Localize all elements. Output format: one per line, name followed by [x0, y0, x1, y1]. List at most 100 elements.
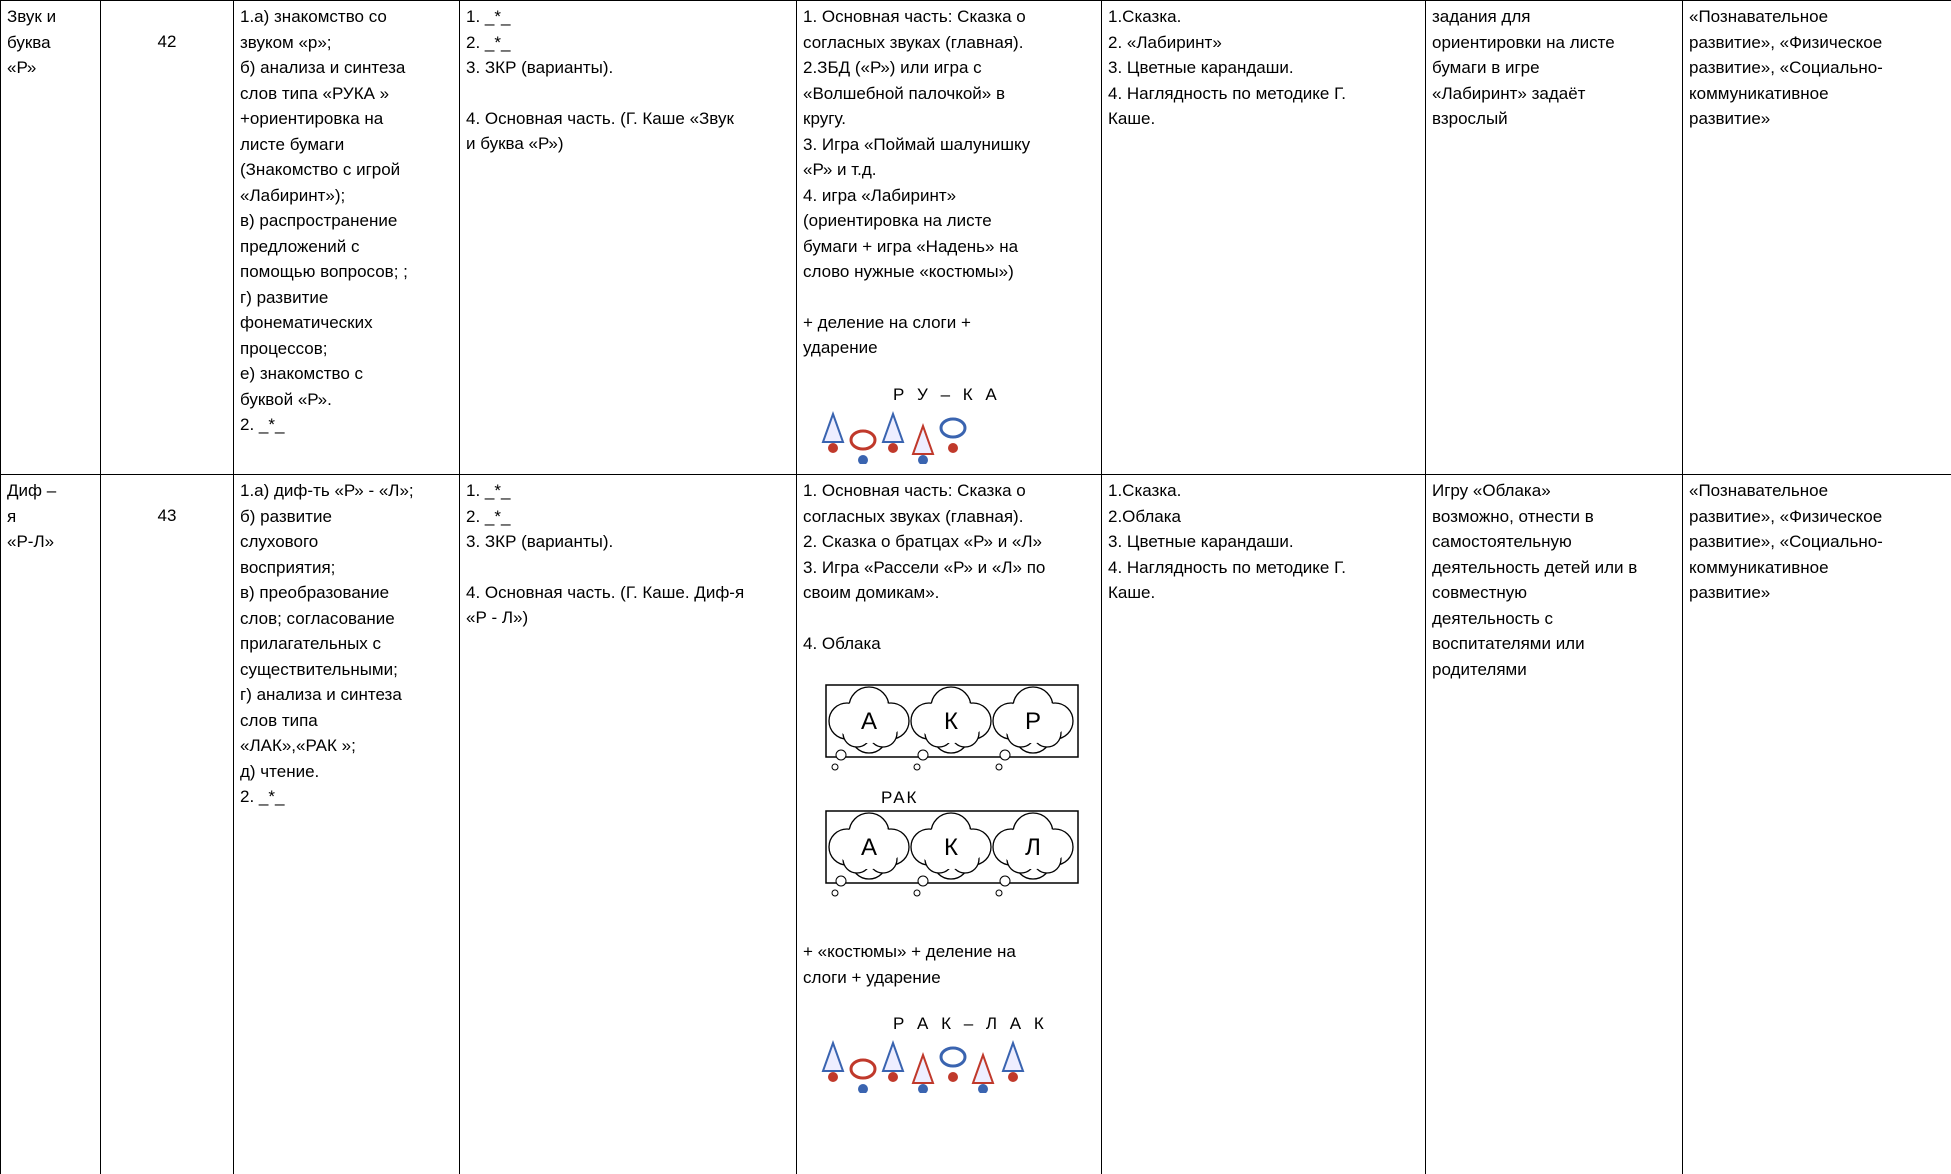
- paragraph: 1. Основная часть: Сказка о согласных зву…: [803, 478, 1095, 606]
- text-line: ударение: [803, 338, 878, 357]
- paragraph: 1.Сказка. 2. «Лабиринт» 3. Цветные каранда…: [1108, 4, 1419, 132]
- text-line: развитие», «Физическое: [1689, 506, 1883, 526]
- text-line: б) анализа и синтеза: [240, 58, 406, 77]
- cloud-bubble: [995, 763, 1003, 771]
- paragraph: 4. Основная часть. (Г. Каше. Диф-я «Р - Л…: [466, 580, 790, 631]
- cloud-bubble: [917, 875, 929, 886]
- text-line: воспитателями или: [1432, 634, 1585, 653]
- text-line: «ЛАК»,«РАК »;: [240, 736, 356, 755]
- text-line: 3. Игра «Поймай шалунишку: [803, 134, 1031, 154]
- cloud: А: [828, 811, 910, 896]
- table-cell: 1. _*_ 2. _*_ 3. ЗКР (варианты). 4. Основна…: [459, 0, 797, 475]
- text-line: деятельность с: [1432, 608, 1554, 628]
- text-line: 1. _*_: [466, 481, 511, 500]
- cloud-letter: А: [861, 834, 877, 861]
- token-triangle: [821, 410, 845, 443]
- token-group: Р А К – Л А К: [803, 1015, 1095, 1101]
- text-line: «Р» и т.д.: [803, 160, 877, 179]
- token-triangle: [911, 422, 935, 455]
- token-circle: [849, 1058, 877, 1080]
- text-line: буква: [7, 32, 51, 52]
- text-line: + «костюмы» + деление на: [803, 942, 1016, 961]
- text-line: «Р - Л»): [466, 608, 529, 627]
- table-cell: 1. _*_ 2. _*_ 3. ЗКР (варианты). 4. Основна…: [459, 474, 797, 1174]
- text-line: 1.Сказка.: [1108, 481, 1182, 500]
- text-line: 3. Цветные карандаши.: [1108, 58, 1294, 77]
- cloud-bubble: [831, 889, 839, 896]
- paragraph: + «костюмы» + деление на слоги + ударение: [803, 939, 1095, 990]
- text-line: 4. Основная часть. (Г. Каше. Диф-я: [466, 582, 745, 602]
- token-circle: [939, 1046, 967, 1068]
- text-line: г) анализа и синтеза: [240, 685, 402, 704]
- cloud-bubble: [999, 749, 1011, 761]
- text-line: процессов;: [240, 338, 328, 358]
- text-line: 2. _*_: [466, 506, 511, 526]
- paragraph: 4. Основная часть. (Г. Каше «Звук и буква…: [466, 106, 790, 157]
- text-line: коммуникативное: [1689, 83, 1829, 103]
- cloud: А: [828, 686, 910, 771]
- text-line: помощью вопросов; ;: [240, 262, 408, 281]
- paragraph: задания для ориентировки на листе бумаги в…: [1432, 4, 1676, 132]
- cloud-bubble: [913, 763, 921, 771]
- text-line: «Волшебной палочкой» в: [803, 83, 1005, 103]
- paragraph: «Познавательное развитие», «Физическое раз…: [1689, 478, 1945, 606]
- table-cell: «Познавательное развитие», «Физическое раз…: [1682, 0, 1951, 475]
- table-cell: 43: [100, 474, 234, 1174]
- token-dot: [918, 454, 928, 465]
- text-line: в) распространение: [240, 211, 398, 230]
- text-line: звуком «р»;: [240, 32, 332, 52]
- text-line: буквой «Р».: [240, 389, 332, 409]
- text-line: 4. Основная часть. (Г. Каше «Звук: [466, 108, 734, 128]
- text-line: задания для: [1432, 7, 1531, 26]
- paragraph: + деление на слоги + ударение: [803, 310, 1095, 361]
- text-line: слов; согласование: [240, 608, 395, 628]
- text-line: слово нужные «костюмы»): [803, 262, 1014, 281]
- text-line: + деление на слоги +: [803, 312, 971, 332]
- table-cell: Звук и буква «Р»: [0, 0, 101, 475]
- cloud: Л: [992, 811, 1074, 896]
- text-line: самостоятельную: [1432, 532, 1572, 551]
- text-line: «Познавательное: [1689, 7, 1829, 26]
- text-line: б) развитие: [240, 506, 332, 526]
- token-figure: [821, 1040, 1025, 1094]
- text-line: слоги + ударение: [803, 967, 941, 987]
- text-line: 2. _*_: [240, 787, 285, 806]
- table-cell: 1. Основная часть: Сказка о согласных зву…: [796, 474, 1102, 1174]
- cloud-fill: [919, 699, 983, 743]
- text-line: 3. ЗКР (варианты).: [466, 58, 614, 77]
- paragraph: 43: [107, 503, 227, 529]
- cloud-letter: К: [944, 834, 958, 861]
- token-triangle: [971, 1052, 995, 1084]
- text-line: Каше.: [1108, 583, 1156, 602]
- token-figure: [821, 410, 967, 465]
- token-dot: [828, 1072, 838, 1082]
- cloud: К: [910, 686, 992, 771]
- text-line: 3. Игра «Рассели «Р» и «Л» по: [803, 557, 1046, 577]
- text-line: Каше.: [1108, 109, 1156, 128]
- cloud: Р: [992, 686, 1074, 771]
- text-line: бумаги + игра «Надень» на: [803, 236, 1019, 256]
- text-line: д) чтение.: [240, 761, 320, 781]
- paragraph: 1.Сказка. 2.Облака 3. Цветные карандаши. 4.…: [1108, 478, 1419, 606]
- text-line: предложений с: [240, 236, 360, 256]
- token-dot: [948, 1072, 958, 1082]
- token-dot: [888, 1072, 898, 1082]
- cloud-group: А К Р РАК А К Л: [803, 681, 1095, 914]
- paragraph: 4. Облака: [803, 631, 1095, 657]
- text-line: бумаги в игре: [1432, 58, 1540, 77]
- text-line: 2. «Лабиринт»: [1108, 32, 1222, 52]
- cloud-fill: [919, 824, 983, 869]
- text-line: существительными;: [240, 659, 398, 679]
- text-line: 2. _*_: [466, 32, 511, 52]
- cloud-fill: [1001, 824, 1065, 869]
- text-line: Диф –: [7, 481, 57, 500]
- text-line: Звук и: [7, 7, 57, 26]
- text-line: листе бумаги: [240, 134, 345, 154]
- text-line: 4. Облака: [803, 633, 881, 653]
- cloud-bubble: [835, 749, 847, 761]
- text-line: согласных звуках (главная).: [803, 506, 1024, 526]
- token-label: Р У – К А: [893, 384, 1001, 404]
